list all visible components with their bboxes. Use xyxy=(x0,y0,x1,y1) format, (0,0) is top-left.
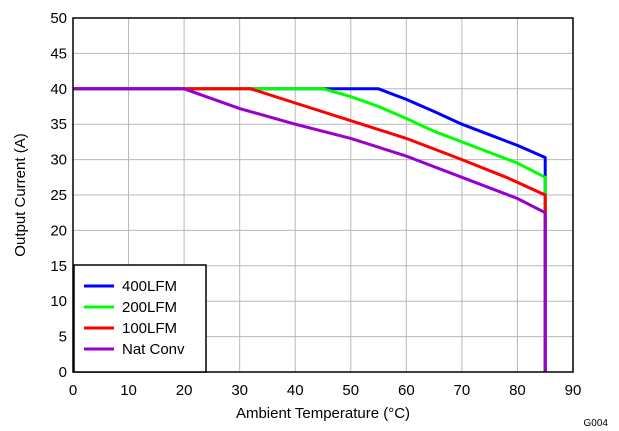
y-tick-label: 35 xyxy=(50,116,67,133)
y-tick-label: 15 xyxy=(50,258,67,275)
legend: 400LFM 200LFM 100LFM Nat Conv xyxy=(73,264,207,373)
series-line xyxy=(73,87,547,372)
figure-id: G004 xyxy=(584,418,609,429)
series-line xyxy=(73,87,547,372)
x-tick-label: 90 xyxy=(565,382,582,399)
y-tick-label: 45 xyxy=(50,45,67,62)
y-tick-label: 20 xyxy=(50,222,67,239)
legend-box xyxy=(73,264,207,373)
series-line xyxy=(73,87,547,372)
y-tick-label: 10 xyxy=(50,293,67,310)
y-tick-label: 40 xyxy=(50,81,67,98)
x-tick-label: 70 xyxy=(454,382,471,399)
legend-label: 400LFM xyxy=(122,278,177,295)
y-tick-label: 30 xyxy=(50,152,67,169)
series-lines xyxy=(73,87,547,372)
series-line xyxy=(73,87,547,372)
x-tick-label: 40 xyxy=(287,382,304,399)
x-tick-label: 0 xyxy=(69,382,77,399)
x-tick-label: 50 xyxy=(342,382,359,399)
y-axis-label: Output Current (A) xyxy=(12,133,29,256)
x-tick-label: 30 xyxy=(231,382,248,399)
y-tick-label: 25 xyxy=(50,187,67,204)
x-tick-label: 20 xyxy=(176,382,193,399)
x-tick-label: 10 xyxy=(120,382,137,399)
legend-label: 200LFM xyxy=(122,299,177,316)
x-axis-label: Ambient Temperature (°C) xyxy=(236,405,410,422)
tick-labels: 0 10 20 30 40 50 60 70 80 90 0 5 10 15 20 25 30 35 40 45 50 xyxy=(50,10,581,399)
legend-label: 100LFM xyxy=(122,320,177,337)
x-tick-label: 60 xyxy=(398,382,415,399)
legend-label: Nat Conv xyxy=(122,341,185,358)
y-tick-label: 5 xyxy=(59,329,67,346)
x-tick-label: 80 xyxy=(509,382,526,399)
y-tick-label: 50 xyxy=(50,10,67,27)
y-tick-label: 0 xyxy=(59,364,67,381)
plot-frame xyxy=(72,17,574,373)
